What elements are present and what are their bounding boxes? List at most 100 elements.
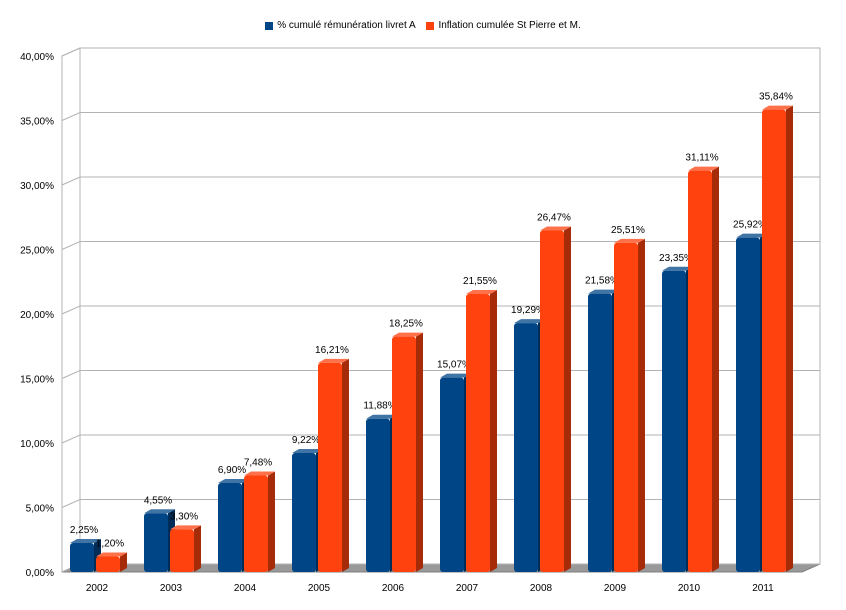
y-tick-label: 40,00% bbox=[20, 52, 54, 63]
data-label: 16,21% bbox=[315, 345, 349, 356]
x-tick-label: 2007 bbox=[456, 583, 479, 594]
bar-side bbox=[712, 166, 719, 572]
bar-side bbox=[342, 358, 349, 572]
gridline bbox=[61, 434, 820, 444]
bar-top bbox=[662, 266, 693, 271]
bar-inflation bbox=[614, 242, 638, 572]
bar-top bbox=[318, 358, 349, 363]
data-label: 6,90% bbox=[218, 465, 246, 476]
data-label: 25,92% bbox=[733, 220, 767, 231]
y-tick-label: 15,00% bbox=[20, 375, 54, 386]
data-label: 25,51% bbox=[611, 225, 645, 236]
legend: % cumulé rémunération livret A Inflation… bbox=[0, 20, 846, 33]
x-tick-label: 2008 bbox=[530, 583, 553, 594]
y-tick-label: 30,00% bbox=[20, 181, 54, 192]
bar-top bbox=[688, 166, 719, 171]
y-tick-label: 10,00% bbox=[20, 439, 54, 450]
bar-inflation bbox=[540, 230, 564, 573]
gridline bbox=[61, 47, 820, 57]
gridline bbox=[61, 112, 820, 121]
data-label: 11,88% bbox=[363, 401, 396, 412]
bar-livret-a bbox=[70, 542, 94, 572]
bar-top bbox=[736, 233, 767, 238]
bar-inflation bbox=[244, 475, 268, 572]
x-tick-label: 2011 bbox=[752, 583, 774, 594]
legend-label-inflation: Inflation cumulée St Pierre et M. bbox=[438, 20, 581, 31]
gridline bbox=[61, 241, 820, 250]
bar-top bbox=[466, 290, 497, 295]
bar-top bbox=[440, 373, 471, 378]
data-label: 26,47% bbox=[537, 213, 571, 224]
data-label: 18,25% bbox=[389, 319, 423, 330]
y-tick-label: 0,00% bbox=[26, 568, 54, 579]
bar-livret-a bbox=[144, 513, 168, 572]
bar-livret-a bbox=[366, 418, 390, 572]
bar-top bbox=[96, 552, 127, 557]
bar-livret-a bbox=[292, 453, 316, 572]
bar-livret-a bbox=[514, 323, 538, 572]
data-label: 31,11% bbox=[685, 153, 718, 164]
bar-inflation bbox=[392, 336, 416, 572]
bar-inflation bbox=[170, 529, 194, 572]
bar-side bbox=[268, 471, 275, 572]
bar-inflation bbox=[466, 294, 490, 572]
bar-side bbox=[416, 332, 423, 572]
gridline bbox=[61, 176, 820, 186]
y-tick-label: 25,00% bbox=[20, 246, 54, 257]
y-tick-label: 20,00% bbox=[20, 310, 54, 321]
data-label: 15,07% bbox=[437, 360, 471, 371]
gridline bbox=[61, 305, 820, 315]
bar-top bbox=[514, 319, 545, 324]
data-label: 9,22% bbox=[292, 435, 320, 446]
x-tick-label: 2009 bbox=[604, 583, 627, 594]
bar-top bbox=[144, 509, 175, 514]
bar-inflation bbox=[688, 170, 712, 572]
x-tick-label: 2006 bbox=[382, 583, 405, 594]
legend-swatch-inflation bbox=[426, 21, 435, 30]
bar-side bbox=[564, 226, 571, 573]
legend-label-livret-a: % cumulé rémunération livret A bbox=[277, 20, 416, 31]
bar-top bbox=[70, 538, 101, 543]
x-tick-label: 2004 bbox=[234, 583, 257, 594]
x-tick-label: 2005 bbox=[308, 583, 331, 594]
bar-inflation bbox=[318, 362, 342, 572]
bar-side bbox=[490, 290, 497, 572]
bar-top bbox=[614, 238, 645, 243]
bar-top bbox=[392, 332, 423, 337]
data-label: 2,25% bbox=[70, 525, 98, 536]
bar-top bbox=[244, 471, 275, 476]
bar-side bbox=[194, 525, 201, 572]
gridline bbox=[61, 499, 820, 508]
data-label: 7,48% bbox=[244, 458, 272, 469]
gridline bbox=[61, 370, 820, 379]
bar-top bbox=[762, 105, 793, 110]
bar-livret-a bbox=[736, 237, 760, 572]
data-label: 19,29% bbox=[511, 305, 545, 316]
legend-item-livret-a: % cumulé rémunération livret A bbox=[265, 20, 416, 31]
data-label: 21,58% bbox=[585, 276, 619, 287]
bar-side bbox=[786, 105, 793, 572]
bar-side bbox=[120, 552, 127, 572]
x-tick-label: 2003 bbox=[160, 583, 183, 594]
bar-side bbox=[638, 238, 645, 572]
bar-livret-a bbox=[218, 482, 242, 572]
data-label: 21,55% bbox=[463, 276, 497, 287]
bar-top bbox=[170, 525, 201, 530]
data-label: 35,84% bbox=[759, 92, 793, 103]
legend-swatch-livret-a bbox=[265, 21, 274, 30]
data-label: 4,55% bbox=[144, 495, 172, 506]
bar-inflation bbox=[762, 109, 786, 572]
bar-top bbox=[588, 289, 619, 294]
bar-livret-a bbox=[440, 377, 464, 572]
y-tick-label: 5,00% bbox=[26, 504, 54, 515]
bar-inflation bbox=[96, 556, 120, 572]
bar-livret-a bbox=[588, 293, 612, 572]
data-label: 23,35% bbox=[659, 253, 693, 264]
data-label: 1,20% bbox=[96, 539, 124, 550]
bar-top bbox=[292, 449, 323, 454]
legend-item-inflation: Inflation cumulée St Pierre et M. bbox=[426, 20, 581, 31]
data-label: 3,30% bbox=[170, 511, 198, 522]
x-tick-label: 2002 bbox=[86, 583, 109, 594]
bar-livret-a bbox=[662, 270, 686, 572]
